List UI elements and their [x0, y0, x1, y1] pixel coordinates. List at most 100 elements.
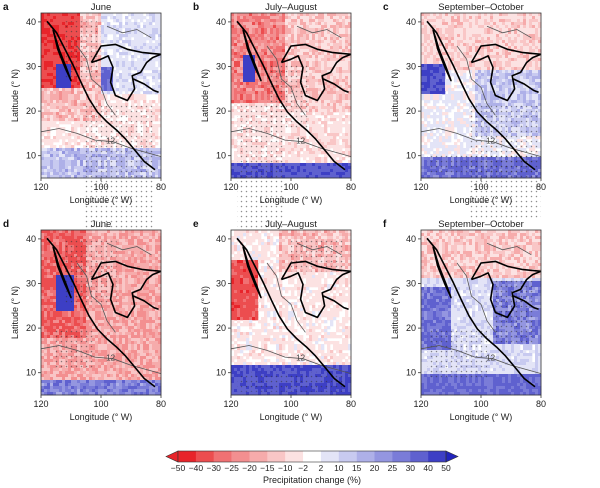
heatmap-cell — [345, 76, 349, 80]
heatmap-cell — [448, 31, 452, 35]
heatmap-cell — [342, 34, 346, 38]
heatmap-cell — [285, 145, 289, 149]
heatmap-cell — [330, 130, 334, 134]
heatmap-cell — [336, 130, 340, 134]
heatmap-cell — [306, 40, 310, 44]
heatmap-cell — [276, 40, 280, 44]
heatmap-cell — [430, 49, 434, 53]
heatmap-cell — [41, 28, 45, 32]
heatmap-cell — [339, 136, 343, 140]
heatmap-cell — [324, 172, 328, 176]
heatmap-cell — [234, 43, 238, 47]
heatmap-cell — [496, 37, 500, 41]
heatmap-cell — [80, 124, 84, 128]
heatmap-cell — [324, 40, 328, 44]
heatmap-cell — [315, 163, 319, 167]
heatmap-cell — [134, 46, 138, 50]
heatmap-cell — [333, 148, 337, 152]
heatmap-cell — [327, 172, 331, 176]
heatmap-cell — [511, 34, 515, 38]
heatmap-cell — [436, 55, 440, 59]
heatmap-cell — [309, 34, 313, 38]
heatmap-cell — [240, 16, 244, 20]
heatmap-cell — [291, 16, 295, 20]
heatmap-cell — [110, 88, 114, 92]
heatmap-cell — [59, 31, 63, 35]
heatmap-cell — [526, 82, 530, 86]
heatmap-cell — [240, 40, 244, 44]
heatmap-cell — [460, 52, 464, 56]
heatmap-cell — [424, 58, 428, 62]
heatmap-cell — [481, 49, 485, 53]
heatmap-cell — [68, 97, 72, 101]
heatmap-cell — [113, 19, 117, 23]
heatmap-cell — [137, 85, 141, 89]
heatmap-cell — [321, 160, 325, 164]
heatmap-cell — [128, 61, 132, 65]
heatmap-cell — [345, 25, 349, 29]
heatmap-cell — [50, 166, 54, 170]
heatmap-cell — [330, 112, 334, 116]
heatmap-cell — [300, 172, 304, 176]
heatmap-cell — [505, 64, 509, 68]
heatmap-cell — [324, 52, 328, 56]
heatmap-cell — [74, 118, 78, 122]
heatmap-cell — [345, 46, 349, 50]
heatmap-cell — [312, 13, 316, 17]
heatmap-cell — [475, 76, 479, 80]
heatmap-cell — [276, 16, 280, 20]
heatmap-cell — [342, 13, 346, 17]
heatmap-cell — [303, 22, 307, 26]
heatmap-cell — [342, 163, 346, 167]
heatmap-cell — [119, 25, 123, 29]
heatmap-cell — [255, 79, 259, 83]
heatmap-cell — [451, 13, 455, 17]
heatmap-cell — [526, 79, 530, 83]
heatmap-cell — [538, 37, 542, 41]
heatmap-cell — [68, 157, 72, 161]
heatmap-cell — [300, 28, 304, 32]
heatmap-cell — [234, 52, 238, 56]
heatmap-cell — [234, 94, 238, 98]
heatmap-cell — [348, 73, 352, 77]
heatmap-cell — [155, 28, 159, 32]
heatmap-cell — [309, 46, 313, 50]
heatmap-cell — [101, 79, 105, 83]
heatmap-cell — [457, 34, 461, 38]
heatmap-cell — [252, 28, 256, 32]
heatmap-cell — [62, 109, 66, 113]
heatmap-cell — [342, 58, 346, 62]
heatmap-cell — [71, 145, 75, 149]
heatmap-cell — [50, 172, 54, 176]
heatmap-cell — [318, 145, 322, 149]
heatmap-cell — [502, 25, 506, 29]
heatmap-cell — [318, 166, 322, 170]
heatmap-cell — [291, 28, 295, 32]
heatmap-cell — [303, 16, 307, 20]
heatmap-cell — [231, 100, 235, 104]
heatmap-cell — [47, 109, 51, 113]
heatmap-cell — [80, 106, 84, 110]
heatmap-cell — [77, 82, 81, 86]
heatmap-cell — [255, 85, 259, 89]
heatmap-cell — [291, 145, 295, 149]
heatmap-cell — [122, 79, 126, 83]
heatmap-cell — [454, 37, 458, 41]
heatmap-cell — [41, 100, 45, 104]
heatmap-cell — [59, 175, 63, 179]
heatmap-cell — [481, 25, 485, 29]
heatmap-cell — [481, 40, 485, 44]
heatmap-cell — [234, 82, 238, 86]
heatmap-cell — [327, 88, 331, 92]
heatmap-cell — [104, 19, 108, 23]
heatmap-cell — [348, 40, 352, 44]
heatmap-cell — [137, 22, 141, 26]
heatmap-cell — [252, 19, 256, 23]
heatmap-cell — [158, 70, 162, 74]
heatmap-cell — [484, 19, 488, 23]
heatmap-cell — [294, 169, 298, 173]
heatmap-cell — [143, 100, 147, 104]
heatmap-cell — [324, 109, 328, 113]
heatmap-cell — [321, 94, 325, 98]
heatmap-cell — [53, 52, 57, 56]
